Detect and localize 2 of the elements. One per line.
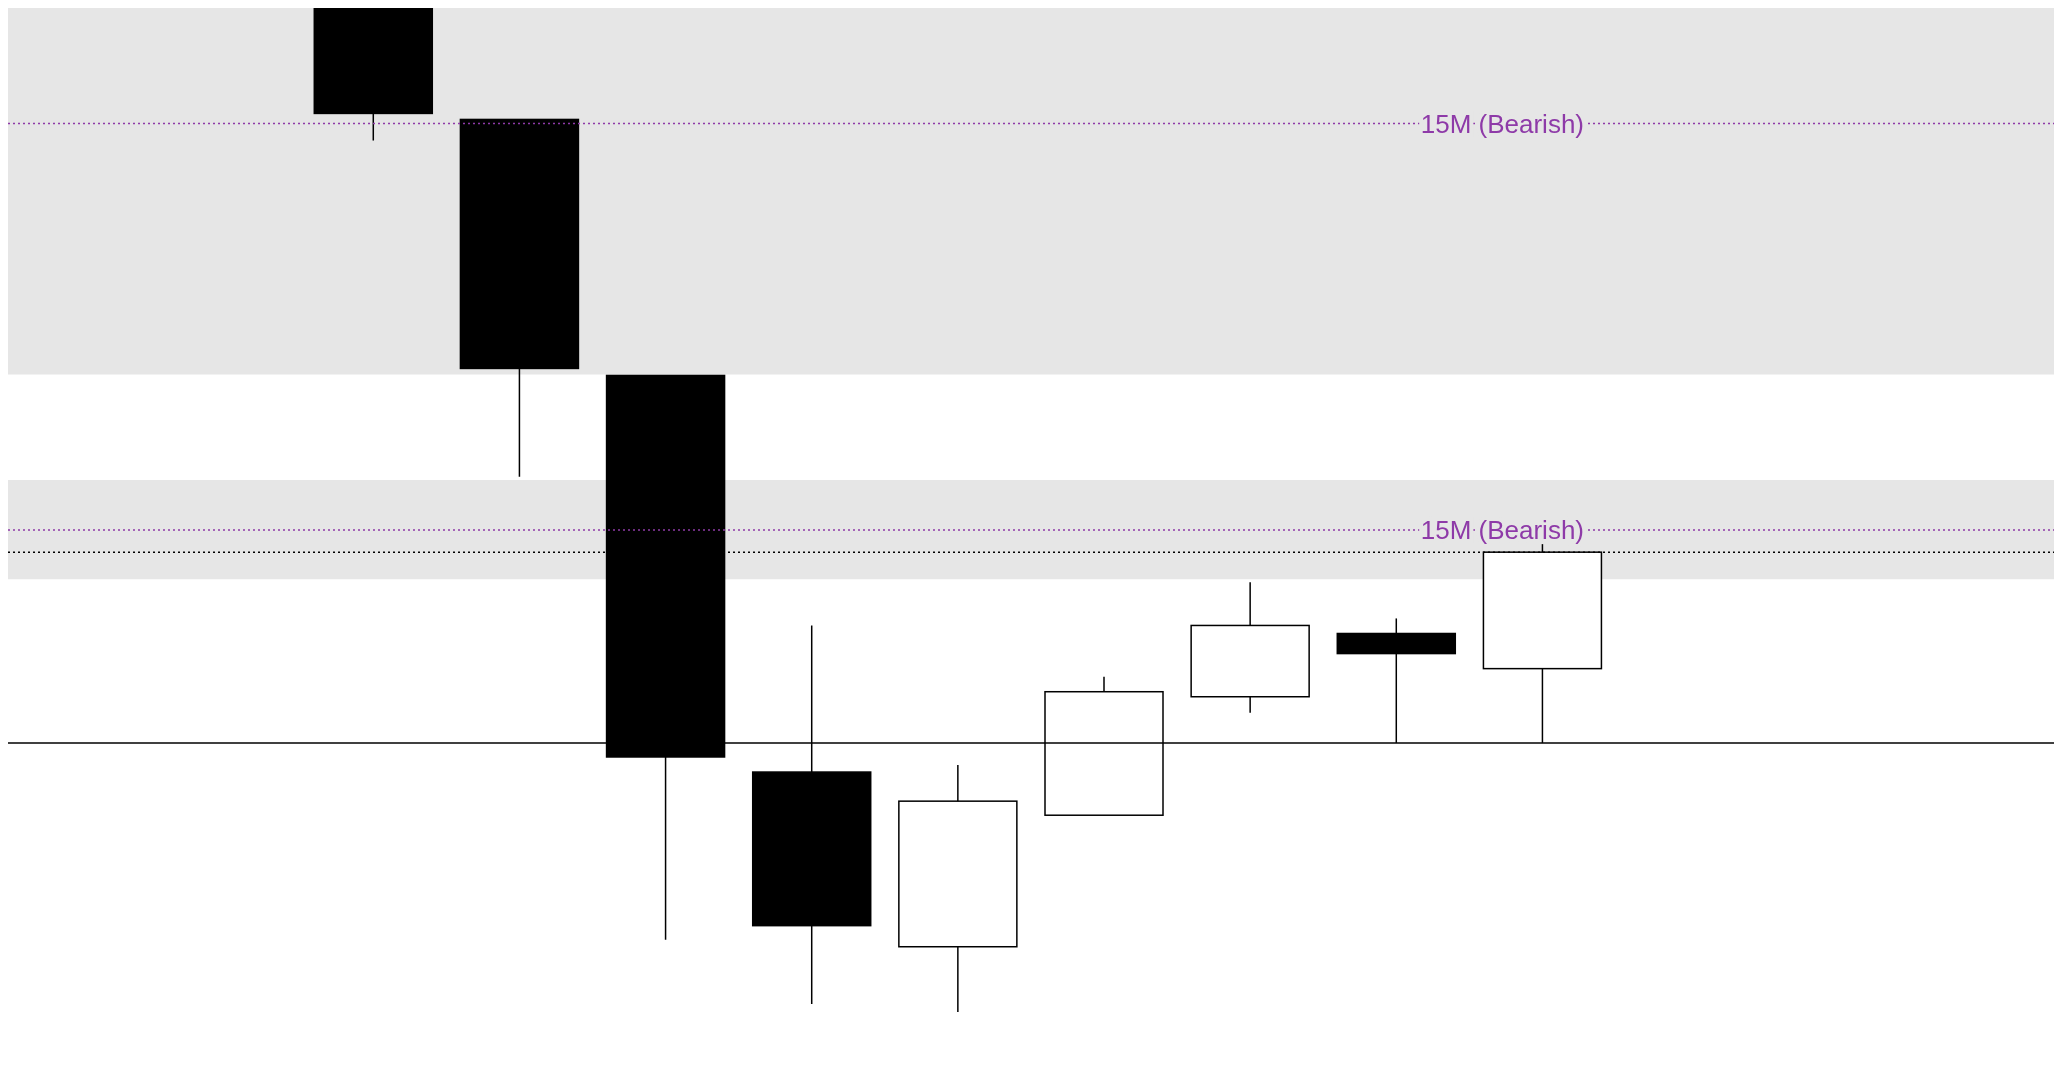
ref-line-label: 15M (Bearish)	[1420, 108, 1584, 139]
ref-line-label: 15M (Bearish)	[1420, 515, 1584, 546]
